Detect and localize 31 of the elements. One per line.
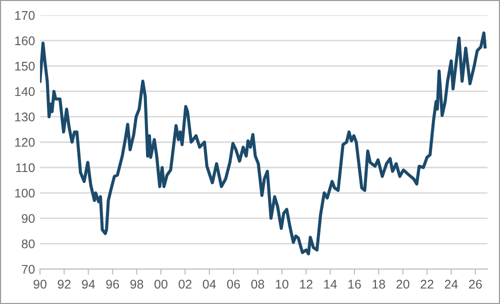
x-tick-label: 22 bbox=[420, 280, 434, 289]
x-tick-label: 96 bbox=[106, 280, 119, 289]
x-tick-label: 02 bbox=[178, 280, 192, 289]
y-tick-label: 140 bbox=[15, 87, 35, 96]
y-tick-label: 70 bbox=[22, 264, 35, 274]
y-tick-label: 130 bbox=[15, 112, 35, 122]
y-tick-label: 80 bbox=[22, 239, 35, 248]
x-tick-label: 04 bbox=[202, 280, 216, 289]
x-tick-label: 12 bbox=[300, 280, 312, 289]
y-tick-label: 150 bbox=[15, 62, 35, 71]
y-tick-label: 120 bbox=[15, 138, 35, 147]
x-tick-label: 20 bbox=[396, 280, 410, 289]
x-tick-label: 14 bbox=[324, 280, 337, 289]
x-tick-label: 98 bbox=[130, 280, 144, 289]
y-tick-label: 90 bbox=[22, 214, 35, 223]
y-tick-label: 160 bbox=[15, 36, 35, 46]
x-tick-label: 18 bbox=[372, 280, 386, 289]
x-tick-label: 26 bbox=[469, 280, 482, 289]
y-tick-label: 100 bbox=[15, 188, 35, 198]
x-tick-label: 94 bbox=[82, 280, 95, 289]
x-tick-label: 00 bbox=[154, 280, 168, 289]
x-tick-label: 92 bbox=[58, 280, 71, 289]
x-tick-label: 06 bbox=[227, 280, 240, 289]
x-tick-label: 24 bbox=[444, 280, 458, 289]
line-series bbox=[40, 31, 487, 256]
x-tick-label: 08 bbox=[251, 280, 264, 289]
x-tick-label: 10 bbox=[276, 280, 288, 289]
y-tick-label: 110 bbox=[16, 163, 35, 172]
y-tick-label: 170 bbox=[15, 11, 35, 20]
x-tick-label: 16 bbox=[348, 280, 361, 289]
x-tick-label: 90 bbox=[34, 280, 46, 289]
